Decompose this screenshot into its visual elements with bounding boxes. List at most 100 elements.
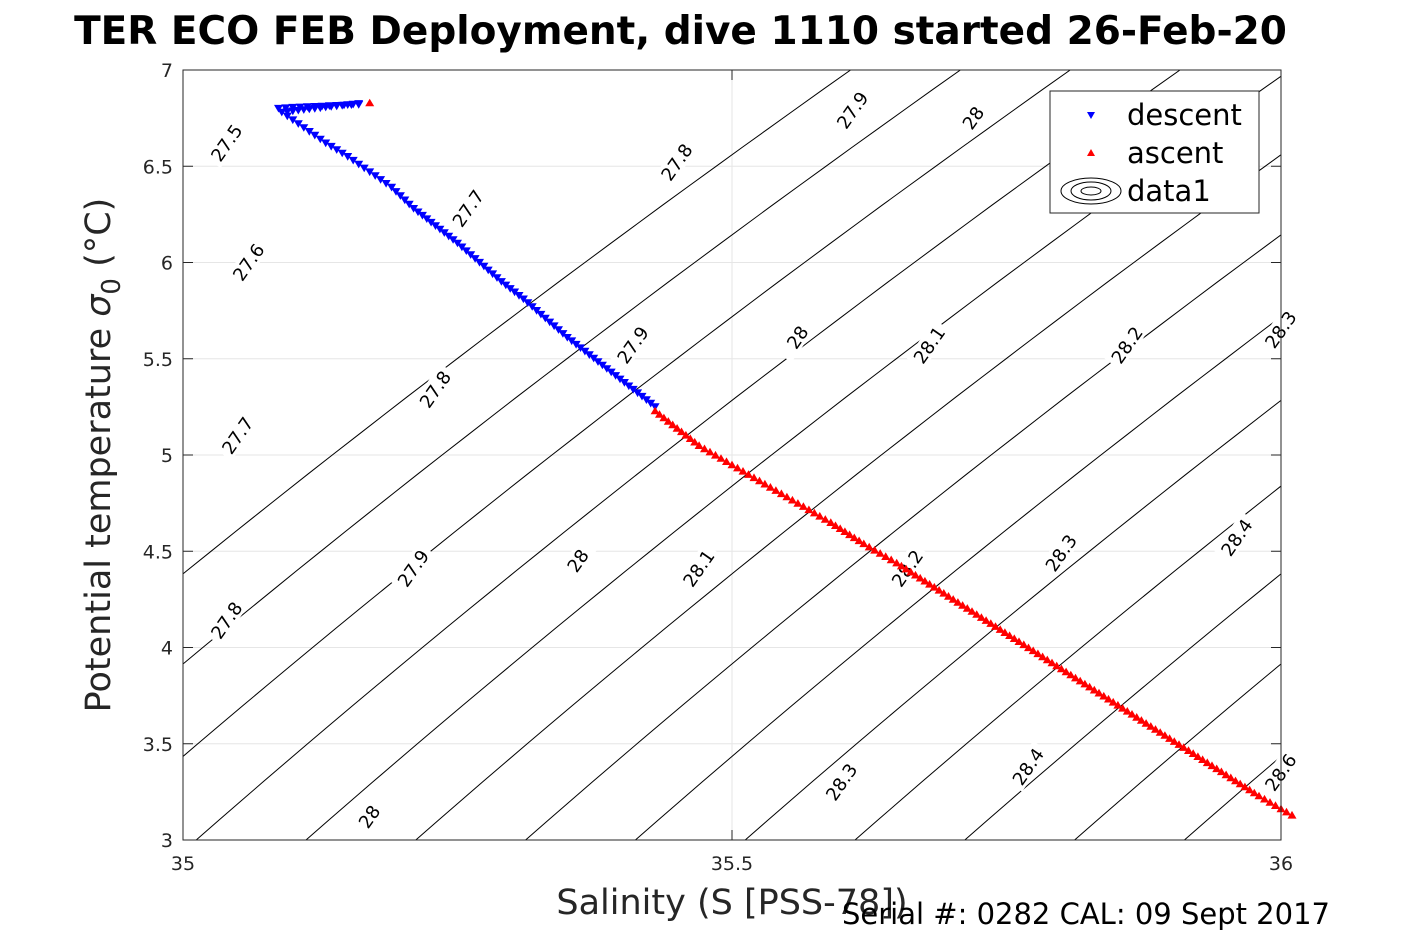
descent-marker	[365, 168, 375, 177]
contour-label-bg	[819, 756, 863, 808]
ascent-marker	[365, 98, 375, 107]
ascent-marker	[798, 502, 808, 510]
descent-marker	[354, 160, 364, 169]
descent-marker	[381, 180, 391, 188]
ascent-marker	[1066, 670, 1076, 679]
ascent-marker	[892, 558, 902, 567]
y-tick-label: 5	[161, 445, 173, 467]
descent-marker	[580, 347, 590, 356]
ascent-marker	[744, 470, 753, 478]
legend: descent ascent data1	[1049, 90, 1260, 214]
descent-marker	[299, 124, 309, 132]
ascent-marker	[1265, 798, 1275, 806]
legend-ascent-marker	[1087, 149, 1095, 156]
legend-contour-marker	[1060, 177, 1122, 205]
ascent-marker	[705, 447, 715, 456]
descent-marker	[337, 149, 347, 158]
ascent-marker	[722, 457, 731, 465]
ascent-marker	[953, 598, 963, 606]
density-contour-line	[183, 70, 851, 575]
ascent-marker	[845, 530, 855, 539]
ascent-marker	[1282, 807, 1291, 816]
ascent-marker	[1005, 631, 1015, 639]
descent-marker	[558, 330, 568, 338]
descent-marker	[571, 340, 581, 349]
ascent-marker	[1085, 682, 1095, 691]
descent-marker	[315, 135, 325, 144]
ascent-marker	[681, 430, 691, 439]
descent-marker	[611, 372, 621, 380]
descent-marker	[505, 285, 515, 293]
ascent-marker	[1113, 700, 1123, 709]
descent-marker	[417, 211, 427, 220]
ascent-marker	[939, 589, 949, 597]
ascent-marker	[820, 515, 830, 523]
descent-marker	[435, 225, 445, 234]
legend-descent-marker	[1087, 112, 1095, 119]
ascent-marker	[849, 533, 859, 542]
ascent-marker	[700, 444, 709, 453]
ascent-marker	[809, 508, 819, 517]
ascent-marker	[727, 460, 737, 469]
ascent-marker	[1132, 713, 1142, 721]
ascent-marker	[948, 595, 958, 603]
descent-marker	[633, 389, 643, 398]
serial-calibration-note: Serial #: 0282 CAL: 09 Sept 2017	[842, 897, 1330, 931]
ascent-marker	[793, 499, 803, 507]
ascent-marker	[1202, 758, 1212, 767]
descent-marker	[448, 236, 458, 244]
descent-marker	[413, 208, 423, 217]
descent-marker	[326, 142, 336, 151]
ascent-marker	[1221, 770, 1231, 779]
ascent-marker	[1287, 810, 1297, 819]
contour-label-bg	[1258, 746, 1303, 798]
x-tick-label: 35	[171, 853, 195, 875]
ascent-marker	[1271, 801, 1280, 809]
contour-label-bg	[654, 136, 699, 188]
ascent-marker	[1080, 679, 1090, 688]
descent-marker	[637, 392, 647, 401]
ascent-marker	[1235, 779, 1245, 788]
ascent-marker	[886, 555, 896, 564]
descent-marker	[348, 156, 358, 165]
descent-marker	[400, 196, 410, 205]
descent-marker	[567, 337, 577, 346]
descent-marker	[370, 172, 380, 180]
contour-label-bg	[610, 319, 655, 371]
y-axis-label-main: Potential temperature	[79, 328, 119, 712]
density-contours	[183, 70, 1281, 840]
descent-marker	[597, 361, 607, 370]
ascent-marker	[1047, 658, 1057, 667]
contour-label-bg	[830, 84, 874, 136]
contour-label-bg	[1038, 527, 1083, 578]
ascent-marker	[815, 511, 825, 520]
contour-label-bg	[204, 594, 249, 646]
ascent-marker	[804, 505, 814, 514]
descent-marker	[488, 270, 498, 279]
contour-label-bg	[1214, 511, 1259, 563]
density-contour-line	[744, 399, 1281, 840]
ascent-marker	[677, 427, 686, 436]
descent-marker	[501, 281, 511, 290]
contour-label-bg	[215, 409, 260, 461]
ascent-marker	[944, 592, 953, 600]
descent-marker	[562, 334, 572, 342]
ascent-marker	[859, 539, 869, 548]
ascent-marker	[958, 601, 968, 609]
contour-label-bg	[390, 542, 435, 594]
ascent-marker	[1075, 676, 1085, 685]
ascent-marker	[1009, 634, 1019, 642]
ascent-marker	[694, 441, 704, 449]
descent-marker	[628, 385, 638, 394]
contour-label-bg	[204, 117, 249, 168]
ascent-marker	[690, 437, 700, 446]
ascent-marker	[1061, 667, 1071, 676]
descent-marker	[304, 128, 314, 136]
ascent-marker	[1169, 737, 1179, 745]
y-tick-label: 3	[161, 830, 173, 852]
ascent-marker	[854, 536, 864, 545]
descent-marker	[479, 262, 489, 271]
ascent-marker	[659, 413, 669, 422]
descent-marker	[554, 326, 563, 334]
